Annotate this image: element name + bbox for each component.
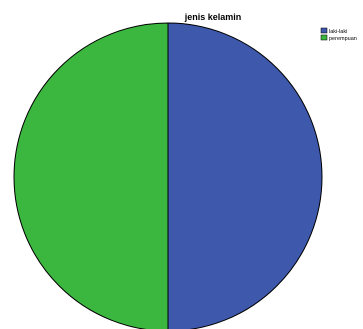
pie-slice-laki-laki xyxy=(167,22,323,329)
pie-slice-perempuan xyxy=(13,22,169,329)
chart-title: jenis kelamin xyxy=(184,12,242,22)
legend-swatch-perempuan xyxy=(320,34,328,41)
legend-swatch-laki-laki xyxy=(320,27,328,34)
pie-slices xyxy=(13,22,323,329)
legend-label-perempuan: perempuan xyxy=(329,36,357,42)
legend-label-laki-laki: laki-laki xyxy=(329,29,347,35)
